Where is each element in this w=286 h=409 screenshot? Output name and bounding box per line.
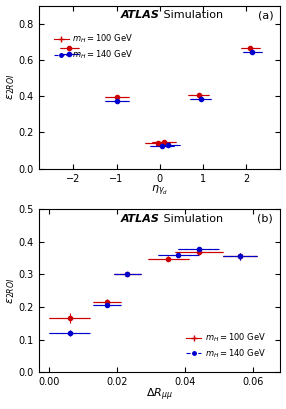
X-axis label: $\Delta R_{\mu\mu}$: $\Delta R_{\mu\mu}$ — [146, 387, 173, 403]
Text: Simulation: Simulation — [160, 11, 223, 20]
Legend: $m_H = 100$ GeV, $m_H = 140$ GeV: $m_H = 100$ GeV, $m_H = 140$ GeV — [183, 328, 269, 363]
Text: (a): (a) — [258, 11, 273, 20]
Text: ATLAS: ATLAS — [121, 214, 160, 224]
Text: ATLAS: ATLAS — [121, 11, 160, 20]
Y-axis label: $\varepsilon_{2ROI}$: $\varepsilon_{2ROI}$ — [5, 74, 17, 101]
Text: Simulation: Simulation — [160, 214, 223, 224]
Y-axis label: $\varepsilon_{2ROI}$: $\varepsilon_{2ROI}$ — [5, 277, 17, 304]
Legend: $m_H = 100$ GeV, $m_H = 140$ GeV: $m_H = 100$ GeV, $m_H = 140$ GeV — [50, 29, 136, 64]
Text: (b): (b) — [257, 214, 273, 224]
X-axis label: $\eta_{\gamma_d}$: $\eta_{\gamma_d}$ — [151, 184, 168, 198]
